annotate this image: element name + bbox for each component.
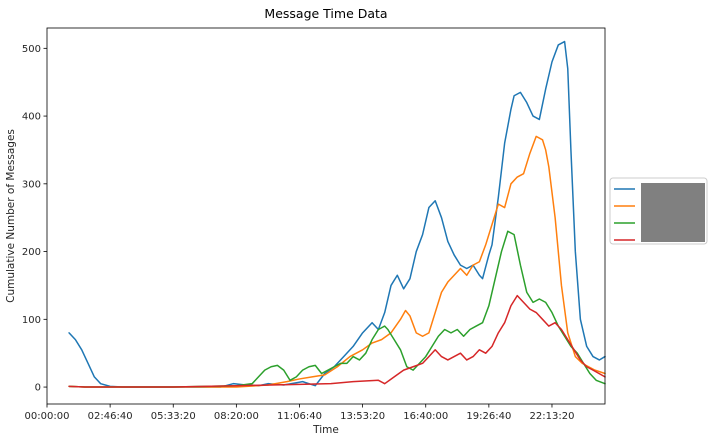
x-tick-label-3: 08:20:00 xyxy=(214,411,259,422)
legend-items xyxy=(614,188,635,241)
y-tick-label-2: 200 xyxy=(22,247,41,258)
series-layer xyxy=(68,40,606,388)
y-tick-label-4: 400 xyxy=(22,112,41,123)
y-tick-label-3: 300 xyxy=(22,179,41,190)
x-tick-label-2: 05:33:20 xyxy=(151,411,196,422)
plot-frame xyxy=(46,27,606,405)
x-axis-ticks: 00:00:00 02:46:40 05:33:20 08:20:00 11:06:40… xyxy=(25,404,575,422)
y-axis-label: Cumulative Number of Messages xyxy=(5,129,17,303)
x-tick-label-1: 02:46:40 xyxy=(88,411,133,422)
series-line-1 xyxy=(68,40,606,388)
x-tick-label-0: 00:00:00 xyxy=(25,411,70,422)
legend xyxy=(609,177,708,245)
x-tick-label-4: 11:06:40 xyxy=(277,411,322,422)
series-line-4 xyxy=(68,294,606,388)
y-tick-label-5: 500 xyxy=(22,44,41,55)
legend-redacted-labels xyxy=(641,183,705,242)
y-tick-label-0: 0 xyxy=(35,383,41,394)
y-tick-label-1: 100 xyxy=(22,315,41,326)
chart-title: Message Time Data xyxy=(264,6,387,21)
x-tick-label-5: 13:53:20 xyxy=(340,411,385,422)
x-tick-label-6: 16:40:00 xyxy=(403,411,448,422)
x-axis-label: Time xyxy=(312,424,339,436)
x-tick-label-7: 19:26:40 xyxy=(466,411,511,422)
y-axis-ticks: 0 100 200 300 400 500 xyxy=(22,44,47,394)
series-line-2 xyxy=(68,135,606,388)
x-tick-label-8: 22:13:20 xyxy=(530,411,575,422)
